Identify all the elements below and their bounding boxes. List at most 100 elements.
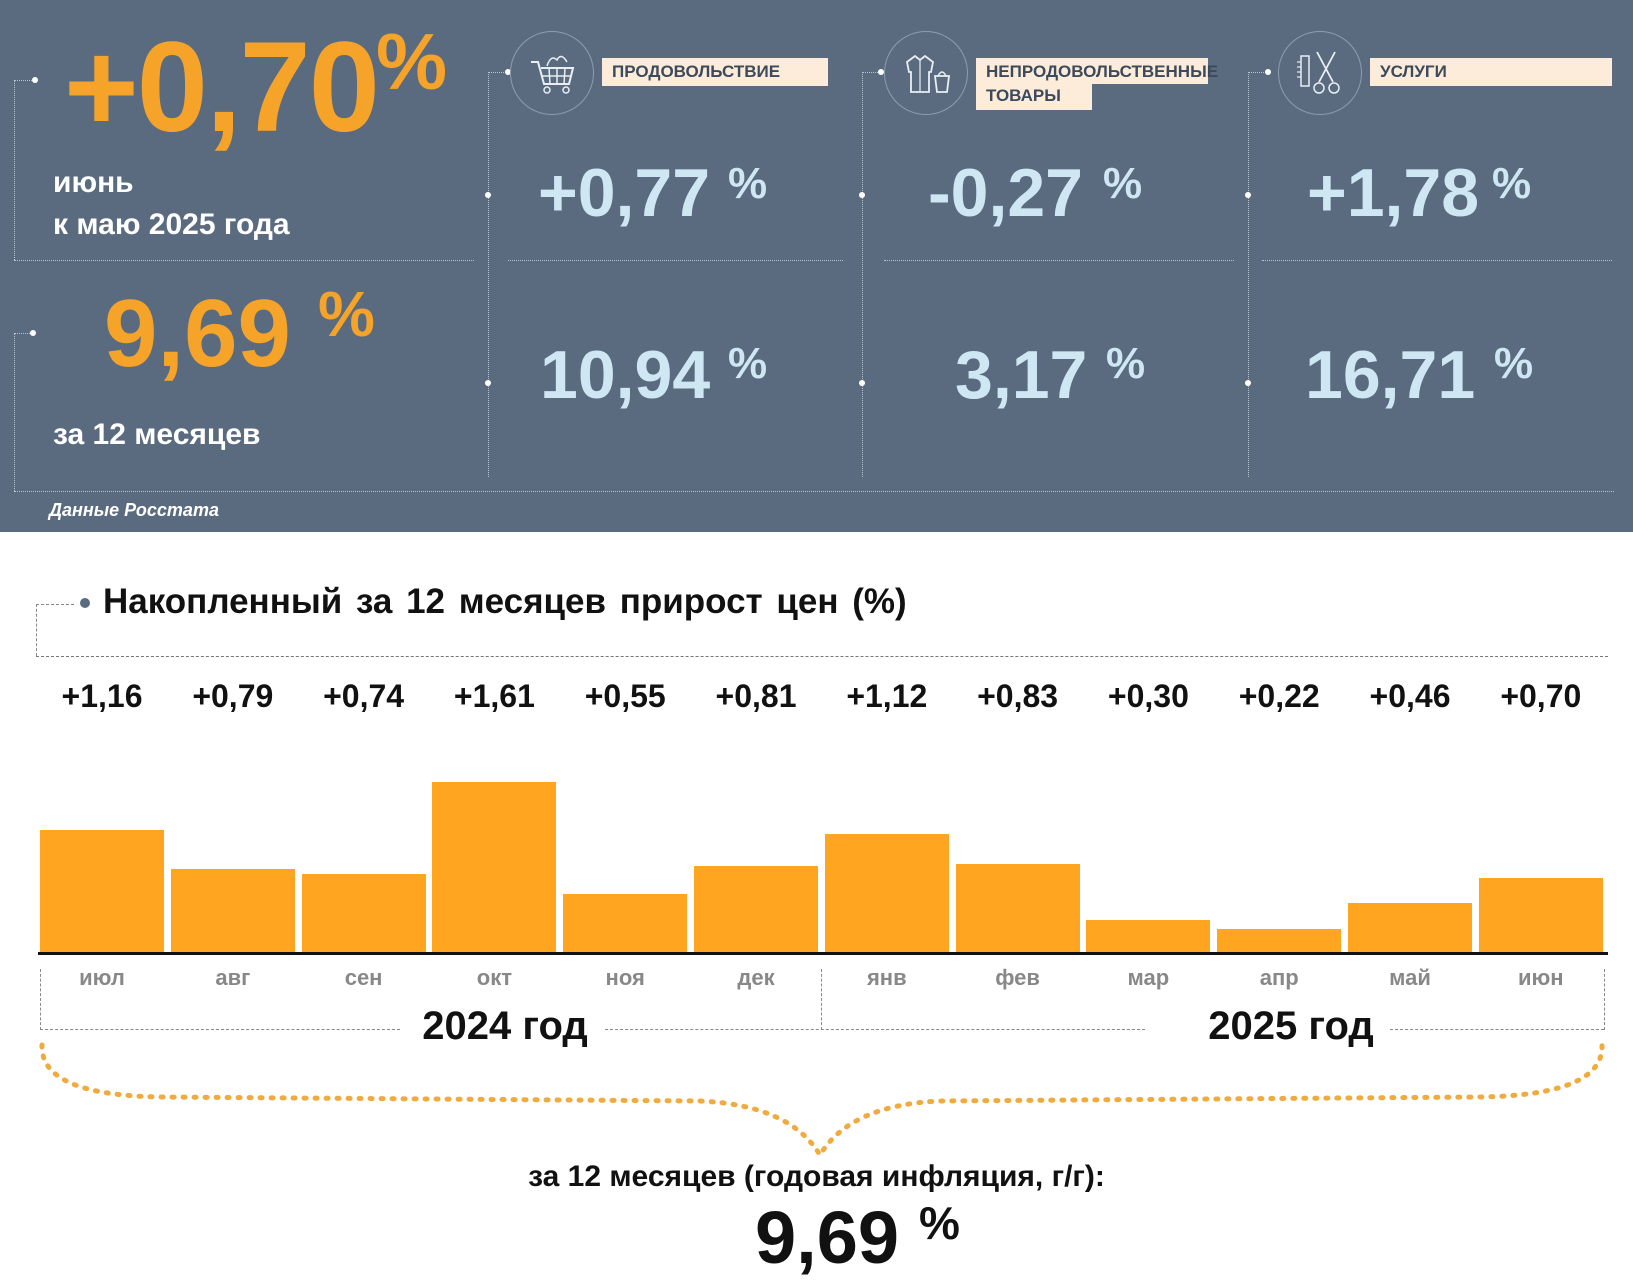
value-label-ноя: +0,55 bbox=[584, 678, 666, 714]
annual-caption: за 12 месяцев bbox=[53, 418, 261, 451]
annual-inflation-footer-percent: % bbox=[919, 1197, 960, 1249]
year-bracket-line bbox=[1390, 1029, 1604, 1030]
bracket-line bbox=[14, 80, 15, 260]
value-label-дек: +0,81 bbox=[715, 678, 797, 714]
value-label-июн: +0,70 bbox=[1500, 678, 1582, 714]
category-label-nonfood-line2: ТОВАРЫ bbox=[976, 82, 1092, 110]
bracket-line bbox=[14, 333, 15, 491]
month-label-май: май bbox=[1389, 965, 1431, 990]
annual-inflation-caption: за 12 месяцев (годовая инфляция, г/г): bbox=[528, 1160, 1105, 1193]
month-label-авг: авг bbox=[215, 965, 251, 990]
bullet-dot bbox=[1245, 380, 1251, 386]
bullet-dot bbox=[859, 192, 865, 198]
nonfood-monthly-value: -0,27 bbox=[928, 155, 1083, 231]
title-underline bbox=[36, 656, 1608, 657]
divider-line bbox=[508, 260, 843, 261]
summary-panel: +0,70 % июнь к маю 2025 года 9,69 % за 1… bbox=[0, 0, 1633, 532]
bullet-dot bbox=[32, 77, 38, 83]
title-bracket bbox=[36, 604, 37, 656]
bar-авг bbox=[170, 869, 295, 952]
source-note: Данные Росстата bbox=[49, 500, 219, 520]
curly-brace bbox=[39, 1042, 1605, 1160]
annual-inflation-footer-value: 9,69 bbox=[755, 1196, 900, 1279]
monthly-caption-period: к маю 2025 года bbox=[53, 208, 290, 241]
value-label-май: +0,46 bbox=[1369, 678, 1451, 714]
month-label-мар: мар bbox=[1127, 965, 1170, 990]
year-label-2025: 2025 год bbox=[1208, 1004, 1374, 1048]
chart-title: Накопленный за 12 месяцев прирост цен (%… bbox=[103, 582, 907, 621]
x-axis-line bbox=[38, 952, 1608, 955]
services-monthly-value: +1,78 bbox=[1307, 155, 1480, 231]
bar-июн bbox=[1478, 878, 1603, 952]
bracket-line bbox=[488, 72, 508, 73]
value-label-июл: +1,16 bbox=[61, 678, 143, 714]
bar-апр bbox=[1217, 929, 1342, 952]
divider-line bbox=[884, 260, 1234, 261]
bar-окт bbox=[432, 782, 557, 952]
category-label-nonfood-line1: НЕПРОДОВОЛЬСТВЕННЫЕ bbox=[986, 62, 1219, 81]
shopping-cart-icon bbox=[510, 31, 594, 115]
bracket-line bbox=[14, 80, 34, 81]
bullet-dot bbox=[485, 192, 491, 198]
bar-дек bbox=[694, 866, 818, 952]
value-label-авг: +0,79 bbox=[192, 678, 274, 714]
bar-мар bbox=[1086, 920, 1211, 952]
month-label-июн: июн bbox=[1517, 965, 1564, 990]
value-label-окт: +1,61 bbox=[453, 678, 535, 714]
bullet-dot bbox=[859, 380, 865, 386]
food-monthly-percent: % bbox=[728, 159, 768, 208]
comb-scissors-icon bbox=[1278, 31, 1362, 115]
bullet-dot bbox=[878, 69, 884, 75]
year-label-2024: 2024 год bbox=[422, 1004, 588, 1048]
value-label-сен: +0,74 bbox=[323, 678, 405, 714]
annual-inflation-value: 9,69 bbox=[104, 280, 291, 387]
bar-май bbox=[1348, 903, 1472, 952]
bar-сен bbox=[301, 874, 426, 952]
month-label-сен: сен bbox=[344, 965, 383, 990]
category-label-services: УСЛУГИ bbox=[1370, 58, 1612, 86]
nonfood-monthly-percent: % bbox=[1103, 159, 1143, 208]
bar-ноя bbox=[563, 894, 688, 952]
bullet-dot bbox=[1265, 69, 1271, 75]
bar-фев bbox=[955, 864, 1080, 952]
services-annual-value: 16,71 bbox=[1305, 337, 1476, 413]
bar-июл bbox=[40, 830, 164, 952]
nonfood-annual-value: 3,17 bbox=[955, 337, 1088, 413]
value-label-янв: +1,12 bbox=[846, 678, 928, 714]
year-bracket-left bbox=[40, 969, 41, 1030]
divider-line bbox=[14, 491, 1614, 492]
bullet-dot bbox=[30, 330, 36, 336]
bar-янв bbox=[824, 834, 949, 952]
month-label-фев: фев bbox=[995, 965, 1040, 990]
bracket-line bbox=[1248, 72, 1268, 73]
month-label-окт: окт bbox=[476, 965, 512, 990]
nonfood-annual-percent: % bbox=[1106, 339, 1146, 388]
title-bracket bbox=[36, 604, 74, 605]
category-label-nonfood: НЕПРОДОВОЛЬСТВЕННЫЕ bbox=[976, 58, 1219, 84]
month-label-ноя: ноя bbox=[605, 965, 645, 990]
divider-line bbox=[1262, 260, 1612, 261]
month-label-дек: дек bbox=[737, 965, 775, 990]
divider-line bbox=[14, 260, 474, 261]
category-label-food: ПРОДОВОЛЬСТВИЕ bbox=[602, 58, 828, 86]
clothing-icon bbox=[884, 31, 968, 115]
food-annual-percent: % bbox=[728, 339, 768, 388]
bracket-line bbox=[862, 72, 882, 73]
column-divider bbox=[1248, 72, 1249, 477]
annual-percent-sign: % bbox=[318, 278, 375, 350]
year-bracket-middle bbox=[821, 969, 822, 1030]
month-label-июл: июл bbox=[79, 965, 125, 990]
monthly-inflation-value: +0,70 bbox=[64, 16, 380, 159]
value-label-апр: +0,22 bbox=[1238, 678, 1320, 714]
year-bracket-line bbox=[605, 1029, 1145, 1030]
bullet-dot bbox=[485, 380, 491, 386]
bullet-dot bbox=[505, 69, 511, 75]
year-bracket-right bbox=[1604, 969, 1605, 1030]
month-label-янв: янв bbox=[866, 965, 907, 990]
services-monthly-percent: % bbox=[1492, 159, 1532, 208]
title-bullet bbox=[80, 598, 90, 608]
value-label-мар: +0,30 bbox=[1107, 678, 1189, 714]
food-monthly-value: +0,77 bbox=[538, 155, 711, 231]
bullet-dot bbox=[1245, 192, 1251, 198]
value-label-фев: +0,83 bbox=[977, 678, 1059, 714]
